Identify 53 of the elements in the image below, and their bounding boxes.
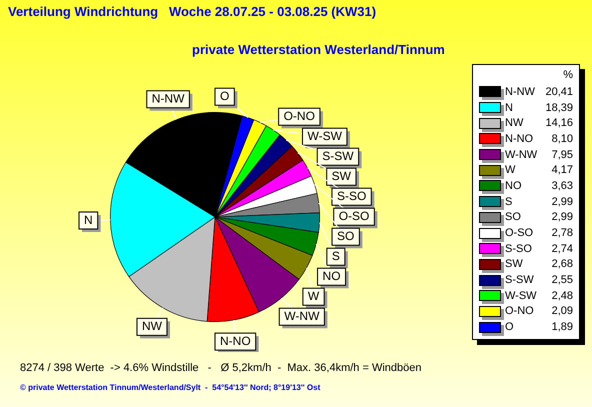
slice-label: O-NO bbox=[284, 109, 315, 124]
slice-label: O-SO bbox=[338, 209, 370, 224]
data-label: 2,09 bbox=[552, 305, 573, 318]
slice-label: N-NO bbox=[220, 334, 251, 348]
text: © private Wetterstation Tinnum/Westerland/Sylt - 54°54'13'' Nord; 8°19'13'' Ost bbox=[20, 383, 320, 392]
data-label: 7,95 bbox=[552, 148, 573, 161]
slice-label: SO bbox=[337, 229, 354, 244]
data-label: 2,74 bbox=[552, 242, 573, 255]
data-label: 3,63 bbox=[552, 180, 573, 192]
legend-label: N-NO bbox=[505, 132, 534, 145]
data-label: 2,48 bbox=[552, 290, 573, 302]
slice-label: SW bbox=[332, 169, 352, 184]
slice-label: N bbox=[84, 212, 93, 227]
text: 8274 / 398 Werte -> 4.6% Windstille - Ø 5,2km/h - Max. 36,4km/h = Windböen bbox=[20, 362, 422, 374]
legend-label: NW bbox=[505, 117, 524, 130]
legend-label: O-NO bbox=[505, 305, 535, 318]
legend-label: S bbox=[505, 196, 514, 208]
data-label: 2,99 bbox=[552, 211, 573, 224]
chart-title: Verteilung Windrichtung Woche 28.07.25 - 03.08.25 (KW31) bbox=[8, 4, 376, 19]
data-label: 1,89 bbox=[552, 321, 573, 334]
legend-label: W-SW bbox=[505, 290, 538, 302]
data-label: 18,39 bbox=[545, 102, 573, 114]
slice-label: S-SO bbox=[336, 189, 366, 204]
slice-label: W-SW bbox=[307, 129, 343, 144]
data-label: 20,41 bbox=[545, 86, 573, 98]
legend-label: N-NW bbox=[505, 86, 536, 98]
legend-label: W-NW bbox=[505, 148, 538, 161]
chart-subtitle: private Wetterstation Westerland/Tinnum bbox=[192, 42, 445, 57]
data-label: 2,55 bbox=[552, 274, 573, 286]
data-label: 8,10 bbox=[552, 132, 573, 145]
slice-label: NW bbox=[142, 319, 163, 334]
legend-label: O-SO bbox=[505, 227, 534, 240]
data-label: 2,78 bbox=[552, 227, 573, 240]
data-label: 2,99 bbox=[552, 196, 573, 208]
legend-label: W bbox=[505, 164, 516, 176]
legend-label: SO bbox=[505, 211, 522, 224]
slice-label: N-NW bbox=[152, 92, 186, 106]
slice-label: W-NW bbox=[284, 309, 320, 324]
legend-label: N bbox=[505, 102, 514, 114]
slice-label: NO bbox=[322, 269, 341, 284]
slice-label: O bbox=[220, 89, 230, 104]
data-label: 2,68 bbox=[552, 258, 573, 270]
legend-title: % bbox=[562, 69, 573, 81]
legend-label: SW bbox=[505, 258, 524, 270]
slice-label: S-SW bbox=[322, 149, 354, 164]
legend-label: O bbox=[505, 321, 515, 334]
slice-label: W bbox=[308, 289, 320, 304]
data-label: 14,16 bbox=[545, 117, 573, 130]
data-label: 4,17 bbox=[552, 164, 573, 176]
legend-label: S-SW bbox=[505, 274, 535, 286]
legend-label: NO bbox=[505, 180, 522, 192]
legend-label: S-SO bbox=[505, 242, 533, 255]
slice-label: S bbox=[332, 249, 340, 264]
